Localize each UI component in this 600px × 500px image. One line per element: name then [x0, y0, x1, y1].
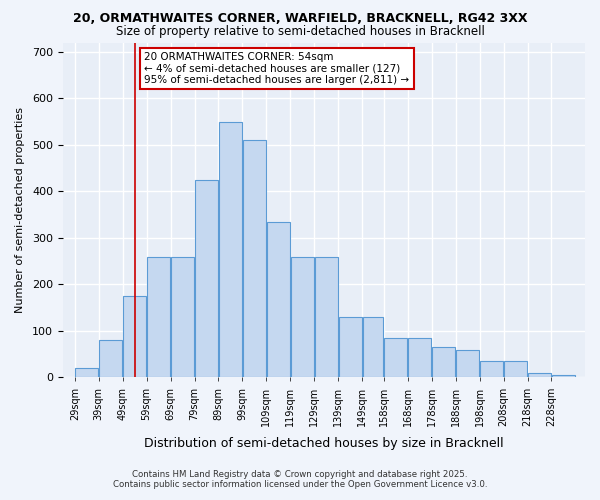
Bar: [195, 180, 218, 378]
Bar: [385, 338, 407, 378]
Bar: [363, 317, 383, 378]
Bar: [267, 222, 290, 378]
Bar: [219, 122, 242, 378]
Bar: [432, 347, 455, 378]
Bar: [171, 256, 194, 378]
Bar: [456, 350, 479, 378]
Bar: [480, 361, 503, 378]
Y-axis label: Number of semi-detached properties: Number of semi-detached properties: [15, 107, 25, 313]
Bar: [100, 340, 122, 378]
Bar: [291, 256, 314, 378]
Bar: [409, 338, 431, 378]
Text: Size of property relative to semi-detached houses in Bracknell: Size of property relative to semi-detach…: [116, 25, 484, 38]
Bar: [528, 373, 551, 378]
Text: 20 ORMATHWAITES CORNER: 54sqm
← 4% of semi-detached houses are smaller (127)
95%: 20 ORMATHWAITES CORNER: 54sqm ← 4% of se…: [144, 52, 409, 85]
Bar: [339, 317, 362, 378]
Text: 20, ORMATHWAITES CORNER, WARFIELD, BRACKNELL, RG42 3XX: 20, ORMATHWAITES CORNER, WARFIELD, BRACK…: [73, 12, 527, 26]
Bar: [243, 140, 266, 378]
Bar: [147, 256, 170, 378]
Bar: [552, 375, 575, 378]
Bar: [504, 361, 527, 378]
Bar: [315, 256, 338, 378]
Bar: [76, 368, 98, 378]
X-axis label: Distribution of semi-detached houses by size in Bracknell: Distribution of semi-detached houses by …: [144, 437, 504, 450]
Bar: [123, 296, 146, 378]
Text: Contains HM Land Registry data © Crown copyright and database right 2025.
Contai: Contains HM Land Registry data © Crown c…: [113, 470, 487, 489]
